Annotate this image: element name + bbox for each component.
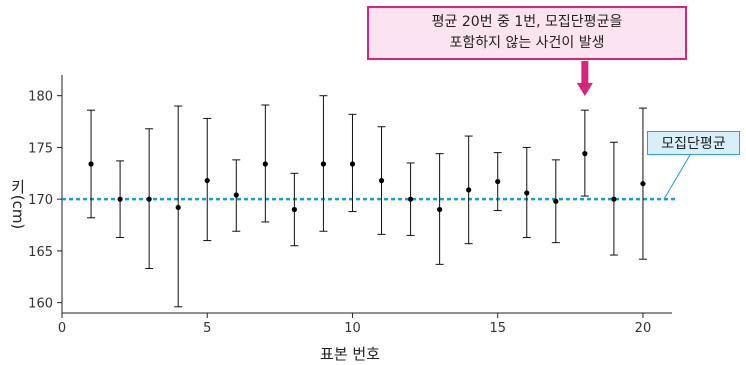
legend-leader-line [663, 154, 691, 200]
data-point-5 [204, 177, 210, 184]
data-point-3 [146, 196, 152, 202]
data-point-9 [320, 161, 327, 167]
population-mean-line-group [62, 154, 691, 201]
y-tick-label: 160 [28, 297, 53, 312]
data-point-19 [611, 196, 617, 202]
data-points [88, 151, 646, 213]
x-tick-label: 10 [344, 321, 361, 336]
data-point-7 [262, 161, 268, 167]
y-tick-label: 170 [28, 193, 53, 208]
annotation-line-1: 평균 20번 중 1번, 모집단평균을 [431, 14, 623, 30]
data-point-4 [175, 204, 181, 211]
x-tick-label: 20 [635, 321, 652, 336]
data-point-13 [437, 206, 443, 213]
data-point-10 [349, 161, 356, 167]
data-point-18 [582, 151, 588, 157]
data-point-20 [640, 181, 646, 187]
x-tick-label: 15 [489, 321, 506, 336]
data-point-2 [117, 196, 123, 202]
data-point-14 [466, 187, 472, 193]
x-tick-label: 5 [203, 321, 211, 336]
x-tick-label: 0 [58, 321, 66, 336]
y-tick-label: 165 [28, 245, 53, 260]
y-tick-label: 180 [28, 90, 53, 105]
y-axis-unit: (cm) [9, 195, 27, 230]
data-point-1 [88, 161, 94, 167]
annotation-line-2: 포함하지 않는 사건이 발생 [449, 35, 605, 51]
axes: 0 5 10 15 20 160 165 170 175 180 [28, 75, 672, 336]
y-tick-label: 175 [28, 141, 53, 156]
data-point-11 [378, 177, 385, 184]
data-point-16 [524, 190, 530, 196]
annotation-arrow-head [576, 83, 593, 96]
data-point-15 [495, 178, 501, 185]
annotation-arrow-shaft [581, 61, 589, 84]
population-mean-label: 모집단평균 [647, 131, 740, 155]
data-point-17 [553, 198, 559, 204]
error-bars [87, 95, 647, 308]
y-axis-label: 키 [11, 178, 25, 196]
data-point-12 [407, 196, 414, 202]
annotation-callout: 평균 20번 중 1번, 모집단평균을 포함하지 않는 사건이 발생 [367, 6, 687, 60]
annotation-arrow-group [576, 61, 593, 96]
data-point-6 [233, 192, 239, 198]
data-point-8 [291, 206, 297, 213]
x-axis-label: 표본 번호 [320, 345, 380, 363]
